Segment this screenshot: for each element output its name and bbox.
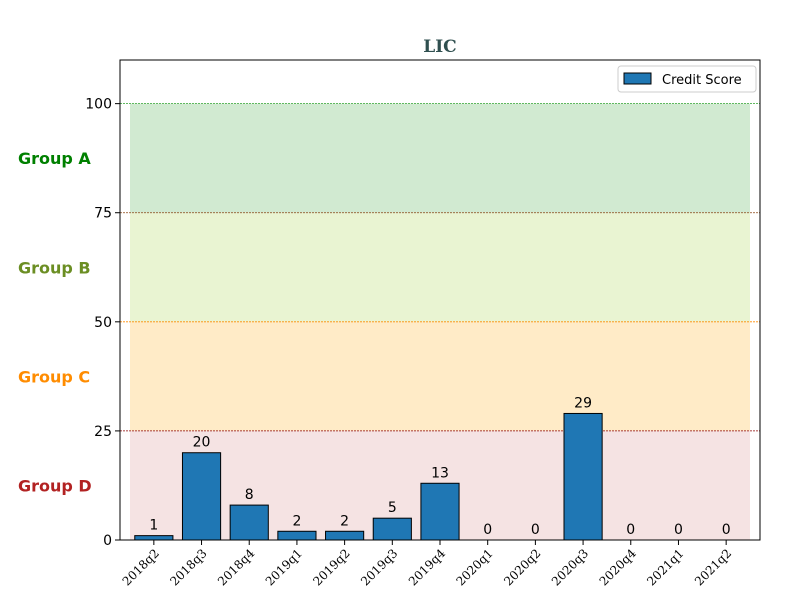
data-label-2020q3: 29: [574, 395, 592, 411]
bar-2018q3: [181, 452, 222, 541]
bar-2020q3: [563, 412, 603, 541]
data-label-2018q2: 1: [149, 518, 158, 534]
bar-2019q3: [372, 517, 412, 541]
x-tick-label: 2018q4: [215, 546, 258, 589]
x-tick-label: 2019q1: [263, 546, 305, 588]
legend-box: [617, 65, 757, 93]
data-label-2020q2: 0: [531, 522, 540, 538]
legend: Credit Score: [617, 65, 757, 93]
data-label-2019q3: 5: [388, 500, 397, 516]
band-group-b: [130, 212, 750, 322]
x-tick-label: 2020q2: [501, 546, 543, 588]
data-label-2021q1: 0: [674, 522, 683, 538]
x-tick-label: 2021q1: [644, 546, 686, 588]
legend-label: Credit Score: [662, 73, 742, 88]
bar-2018q4: [229, 504, 269, 541]
band-group-c: [130, 321, 750, 431]
bar-2019q1: [277, 530, 317, 541]
data-label-2019q2: 2: [340, 513, 349, 529]
data-label-2020q1: 0: [483, 522, 492, 538]
group-label-group-a: Group A: [18, 149, 91, 168]
x-tick-label: 2019q4: [406, 546, 449, 589]
x-tick-label: 2021q2: [692, 546, 734, 588]
data-label-2018q3: 20: [193, 435, 211, 451]
bar-2019q4: [420, 482, 460, 541]
x-tick-label: 2018q3: [167, 546, 209, 588]
data-label-2020q4: 0: [626, 522, 635, 538]
x-tick-label: 2020q4: [597, 546, 640, 589]
legend-swatch: [623, 72, 652, 85]
y-tick-label: 0: [103, 533, 112, 549]
y-tick-label: 50: [94, 315, 112, 331]
x-tick-label: 2018q2: [120, 546, 162, 588]
x-tick-label: 2019q3: [358, 546, 400, 588]
bar-2018q2: [134, 535, 174, 541]
band-group-a: [130, 103, 750, 213]
group-label-group-b: Group B: [18, 258, 91, 277]
group-labels: Group A Group B Group C Group D: [18, 149, 92, 495]
data-label-2021q2: 0: [722, 522, 731, 538]
group-label-group-d: Group D: [18, 476, 92, 495]
data-label-2019q4: 13: [431, 465, 449, 481]
y-tick-label: 100: [85, 97, 112, 113]
bars: [134, 412, 603, 541]
y-tick-label: 75: [94, 206, 112, 222]
x-tick-label: 2020q1: [453, 546, 495, 588]
group-label-group-c: Group C: [18, 367, 90, 386]
chart-title: LIC: [423, 37, 456, 57]
data-label-2018q4: 8: [245, 487, 254, 503]
y-tick-label: 25: [94, 424, 112, 440]
data-labels: 1 20 8 2 2 5 13 0 0 29 0 0 0: [149, 395, 730, 538]
data-label-2019q1: 2: [292, 513, 301, 529]
x-tick-label: 2019q2: [310, 546, 352, 588]
x-tick-label: 2020q3: [549, 546, 591, 588]
bar-2019q2: [325, 530, 365, 541]
